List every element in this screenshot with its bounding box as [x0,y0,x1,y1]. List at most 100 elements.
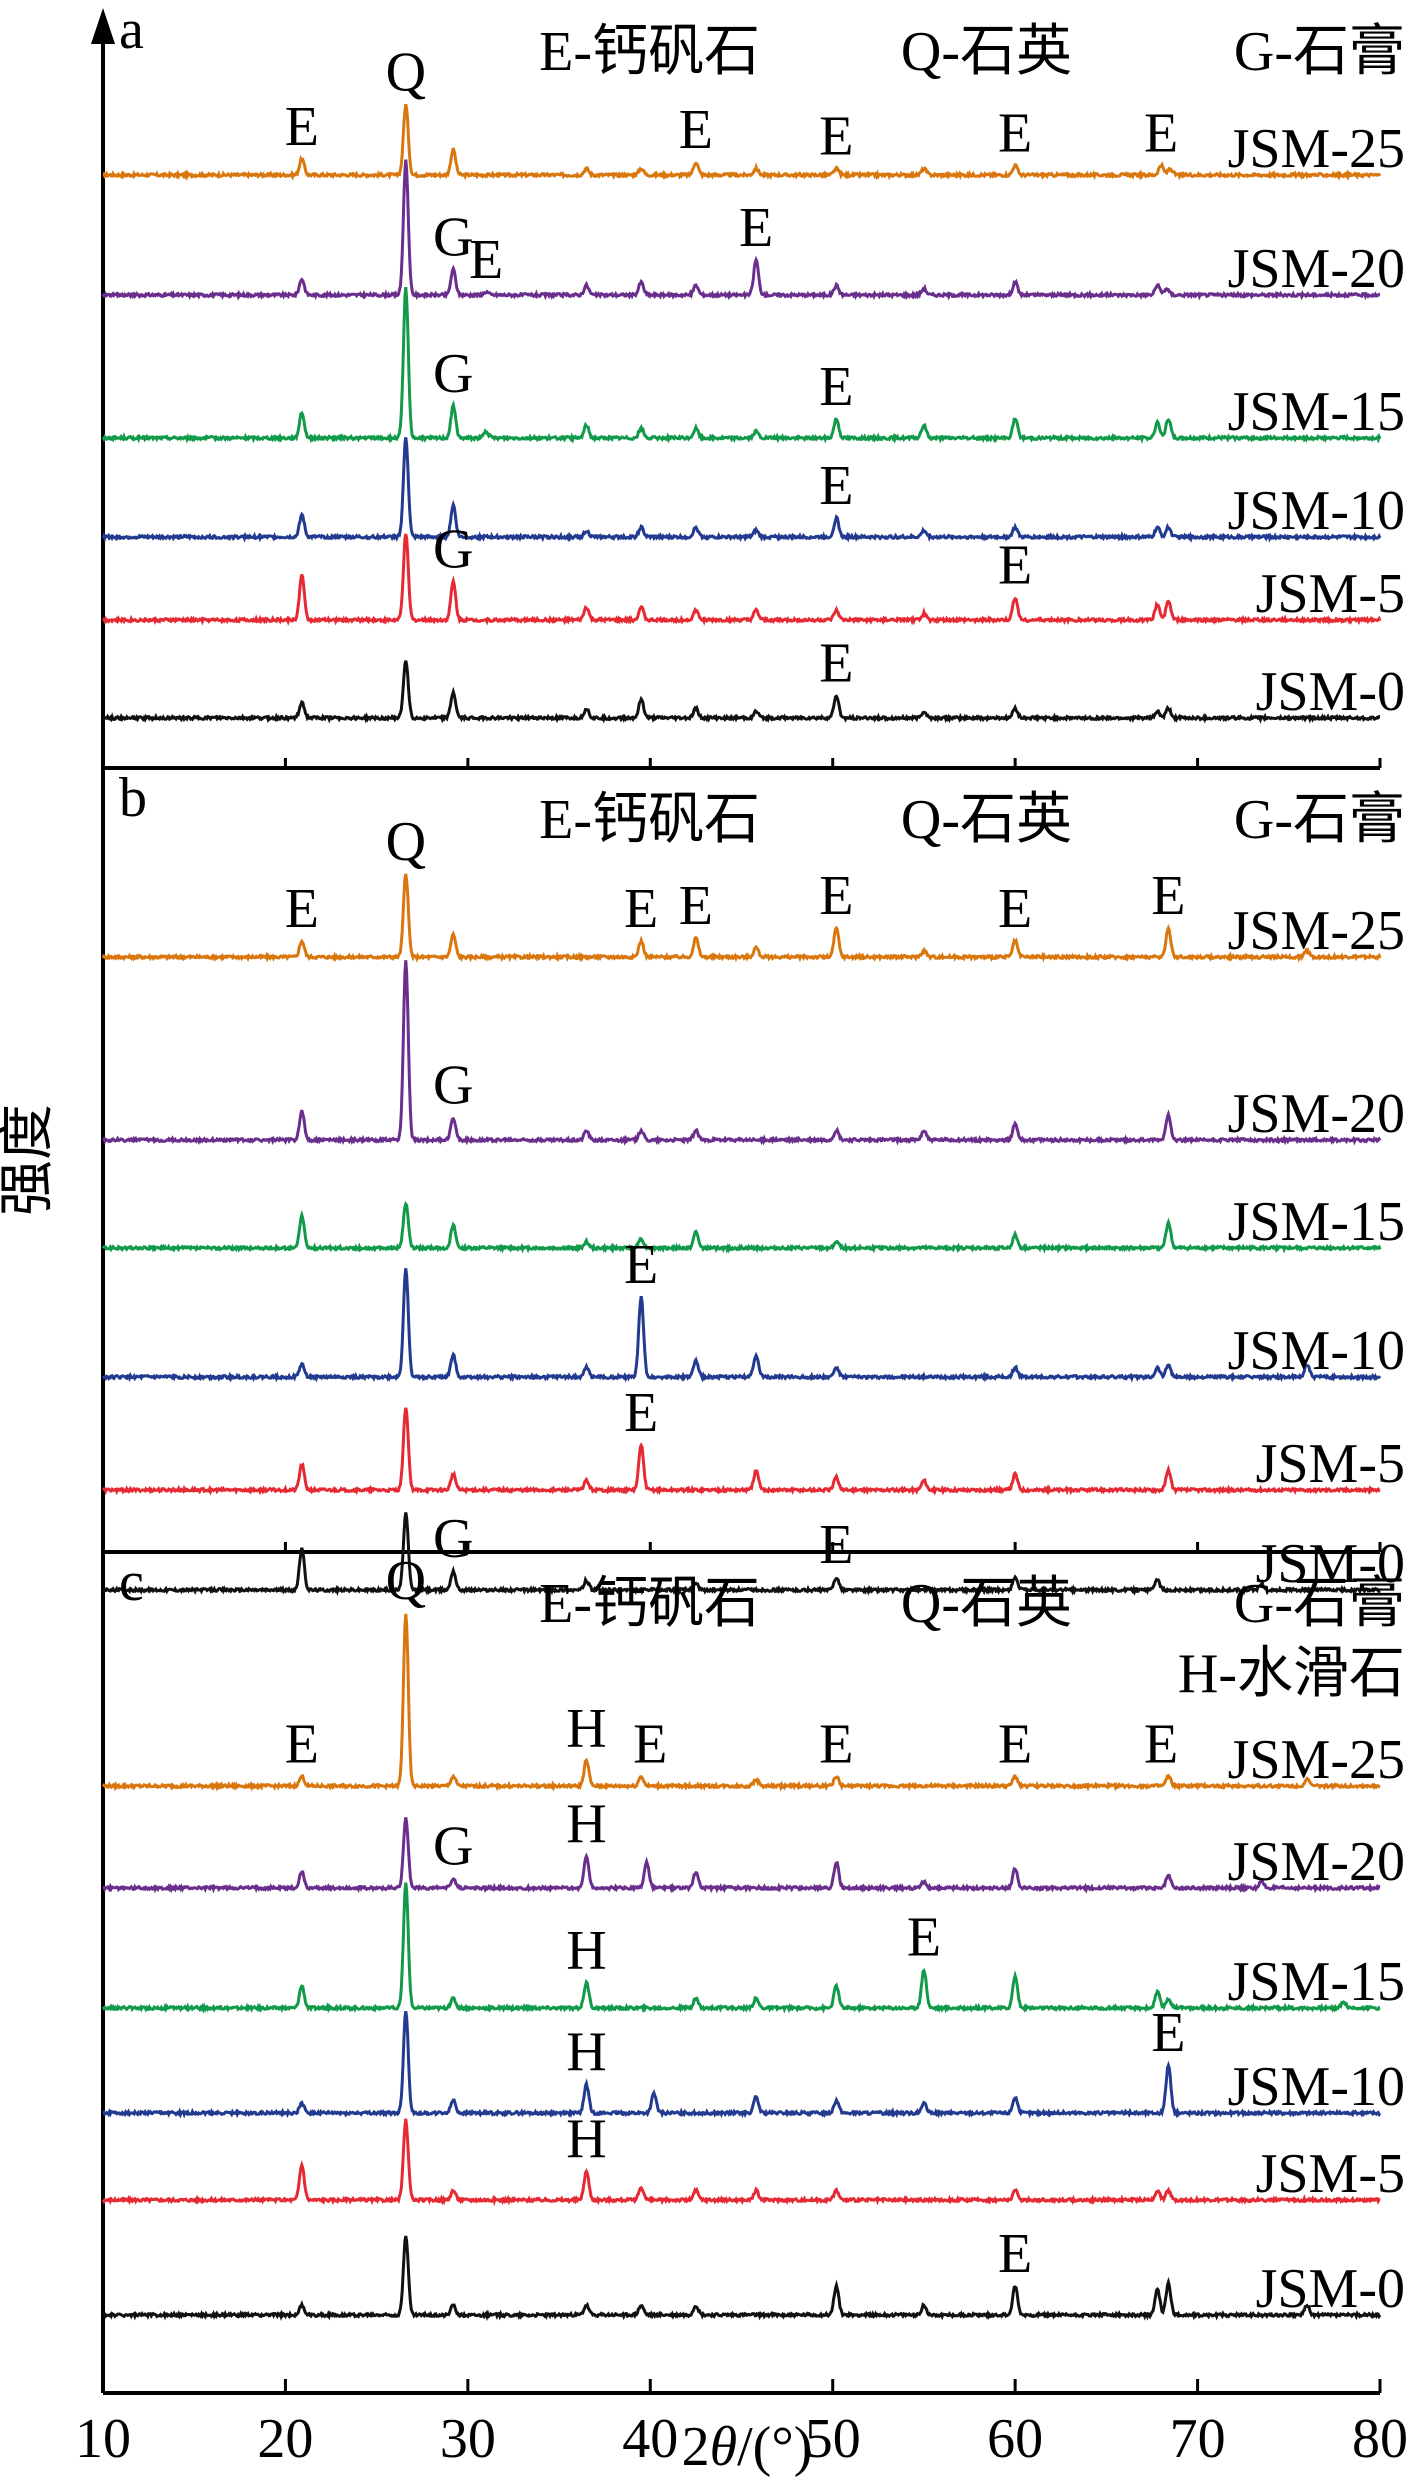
peak-label: E [819,865,853,927]
peak-label: E [819,633,853,695]
peak-label: E [469,229,503,291]
peak-label: Q [386,811,426,873]
peak-label: H [566,1919,606,1981]
peak-label: E [819,1713,853,1775]
y-axis-label: 强度 [0,1104,59,1216]
peak-label: H [566,1793,606,1855]
series-line-jsm-0 [102,2235,1382,2322]
series-line-jsm-25 [102,103,1382,182]
panel-letter: a [119,0,144,61]
legend-entry: E-钙矾石 [539,789,760,851]
x-tick-label: 80 [1352,2408,1408,2470]
peak-label: E [819,455,853,517]
x-tick-label: 60 [987,2408,1043,2470]
series-label: JSM-20 [1228,1083,1405,1145]
peak-label: G [433,1815,473,1877]
y-axis-arrow [91,8,115,44]
peak-label: E [998,1713,1032,1775]
series-label: JSM-5 [1256,563,1405,625]
series-line-jsm-5 [101,1407,1381,1496]
series-line-jsm-5 [101,2118,1381,2207]
x-tick-label: 20 [257,2408,313,2470]
panel-letter: b [119,767,147,829]
panels: a E-钙矾石 Q-石英 G-石膏 JSM-25 JSM-20 JSM-15 JSM-10 JS… [101,0,1405,2322]
x-axis-label-theta: θ [710,2416,738,2478]
series-line-jsm-20 [102,1817,1381,1895]
peak-label: E [624,1234,658,1296]
series-label: JSM-5 [1256,1433,1405,1495]
peak-label: E [285,878,319,940]
series-line-jsm-15 [101,1882,1381,2014]
legend-entry: Q-石英 [901,1573,1072,1635]
series-label: JSM-10 [1228,1320,1405,1382]
peak-label: E [624,878,658,940]
peak-label: E [633,1713,667,1775]
series-line-jsm-25 [101,873,1382,963]
panel-letter: c [119,1551,144,1613]
peak-label: Q [386,42,426,104]
legend-entry: E-钙矾石 [539,1573,760,1635]
x-axis-label: 2θ/(°) [682,2416,813,2478]
series-line-jsm-5 [101,533,1382,626]
legend-entry: Q-石英 [901,789,1072,851]
peak-label: E [998,2223,1032,2285]
series-line-jsm-25 [101,1613,1381,1792]
series-label: JSM-25 [1228,900,1405,962]
panel-c: c E-钙矾石 Q-石英 G-石膏 H-水滑石 JSM-25 JSM-20 JSM-15 JSM… [101,1550,1405,2322]
peak-label: E [998,102,1032,164]
peak-label: H [566,2108,606,2170]
legend-entry: G-石膏 [1234,1573,1405,1635]
series-label: JSM-10 [1228,480,1405,542]
peak-label: E [819,1514,853,1576]
x-tick-label: 50 [805,2408,861,2470]
series-label: JSM-15 [1228,1951,1405,2013]
x-axis-label-prefix: 2 [682,2416,710,2478]
peak-label: H [566,2021,606,2083]
peak-label: E [739,197,773,259]
series-label: JSM-15 [1228,381,1405,443]
series-line-jsm-10 [101,1268,1382,1383]
series-label: JSM-5 [1256,2143,1405,2205]
series-line-jsm-10 [102,2010,1382,2119]
peak-label: E [624,1382,658,1444]
peak-label: E [679,875,713,937]
series-label: JSM-0 [1256,1533,1405,1595]
series-label: JSM-15 [1228,1191,1405,1253]
x-axis-label-suffix: /(°) [737,2416,812,2478]
x-tick-label: 40 [622,2408,678,2470]
peak-label: E [1151,2002,1185,2064]
chart-frame: 10 20 30 40 50 60 70 80 [75,8,1408,2470]
peak-label: H [566,1697,606,1759]
series-line-jsm-10 [101,437,1382,544]
series-line-jsm-15 [101,1200,1382,1254]
peak-label: E [1144,102,1178,164]
peak-label: E [285,96,319,158]
legend-entry: G-石膏 [1234,21,1405,83]
peak-label: G [433,1055,473,1117]
series-label: JSM-20 [1228,1831,1405,1893]
peak-label: E [285,1713,319,1775]
series-line-jsm-20 [102,960,1382,1146]
peak-label: E [907,1907,941,1969]
peak-label: E [998,535,1032,597]
series-line-jsm-20 [101,159,1381,301]
peak-label: G [433,206,473,268]
series-label: JSM-20 [1228,238,1405,300]
x-tick-label: 10 [75,2408,131,2470]
peak-label: E [1151,865,1185,927]
legend-entry: Q-石英 [901,21,1072,83]
legend-entry: E-钙矾石 [539,21,760,83]
series-label: JSM-0 [1256,661,1405,723]
x-tick-label: 70 [1170,2408,1226,2470]
legend-entry: G-石膏 [1234,789,1405,851]
peak-label: G [433,343,473,405]
peak-label: E [679,99,713,161]
peak-label: G [433,1508,473,1570]
series-line-jsm-0 [101,1512,1381,1597]
panel-b: b E-钙矾石 Q-石英 G-石膏 JSM-25 JSM-20 JSM-15 JSM-10 JS… [101,767,1405,1597]
peak-label: E [819,356,853,418]
series-line-jsm-15 [101,286,1382,444]
legend-entry: H-水滑石 [1178,1643,1405,1705]
